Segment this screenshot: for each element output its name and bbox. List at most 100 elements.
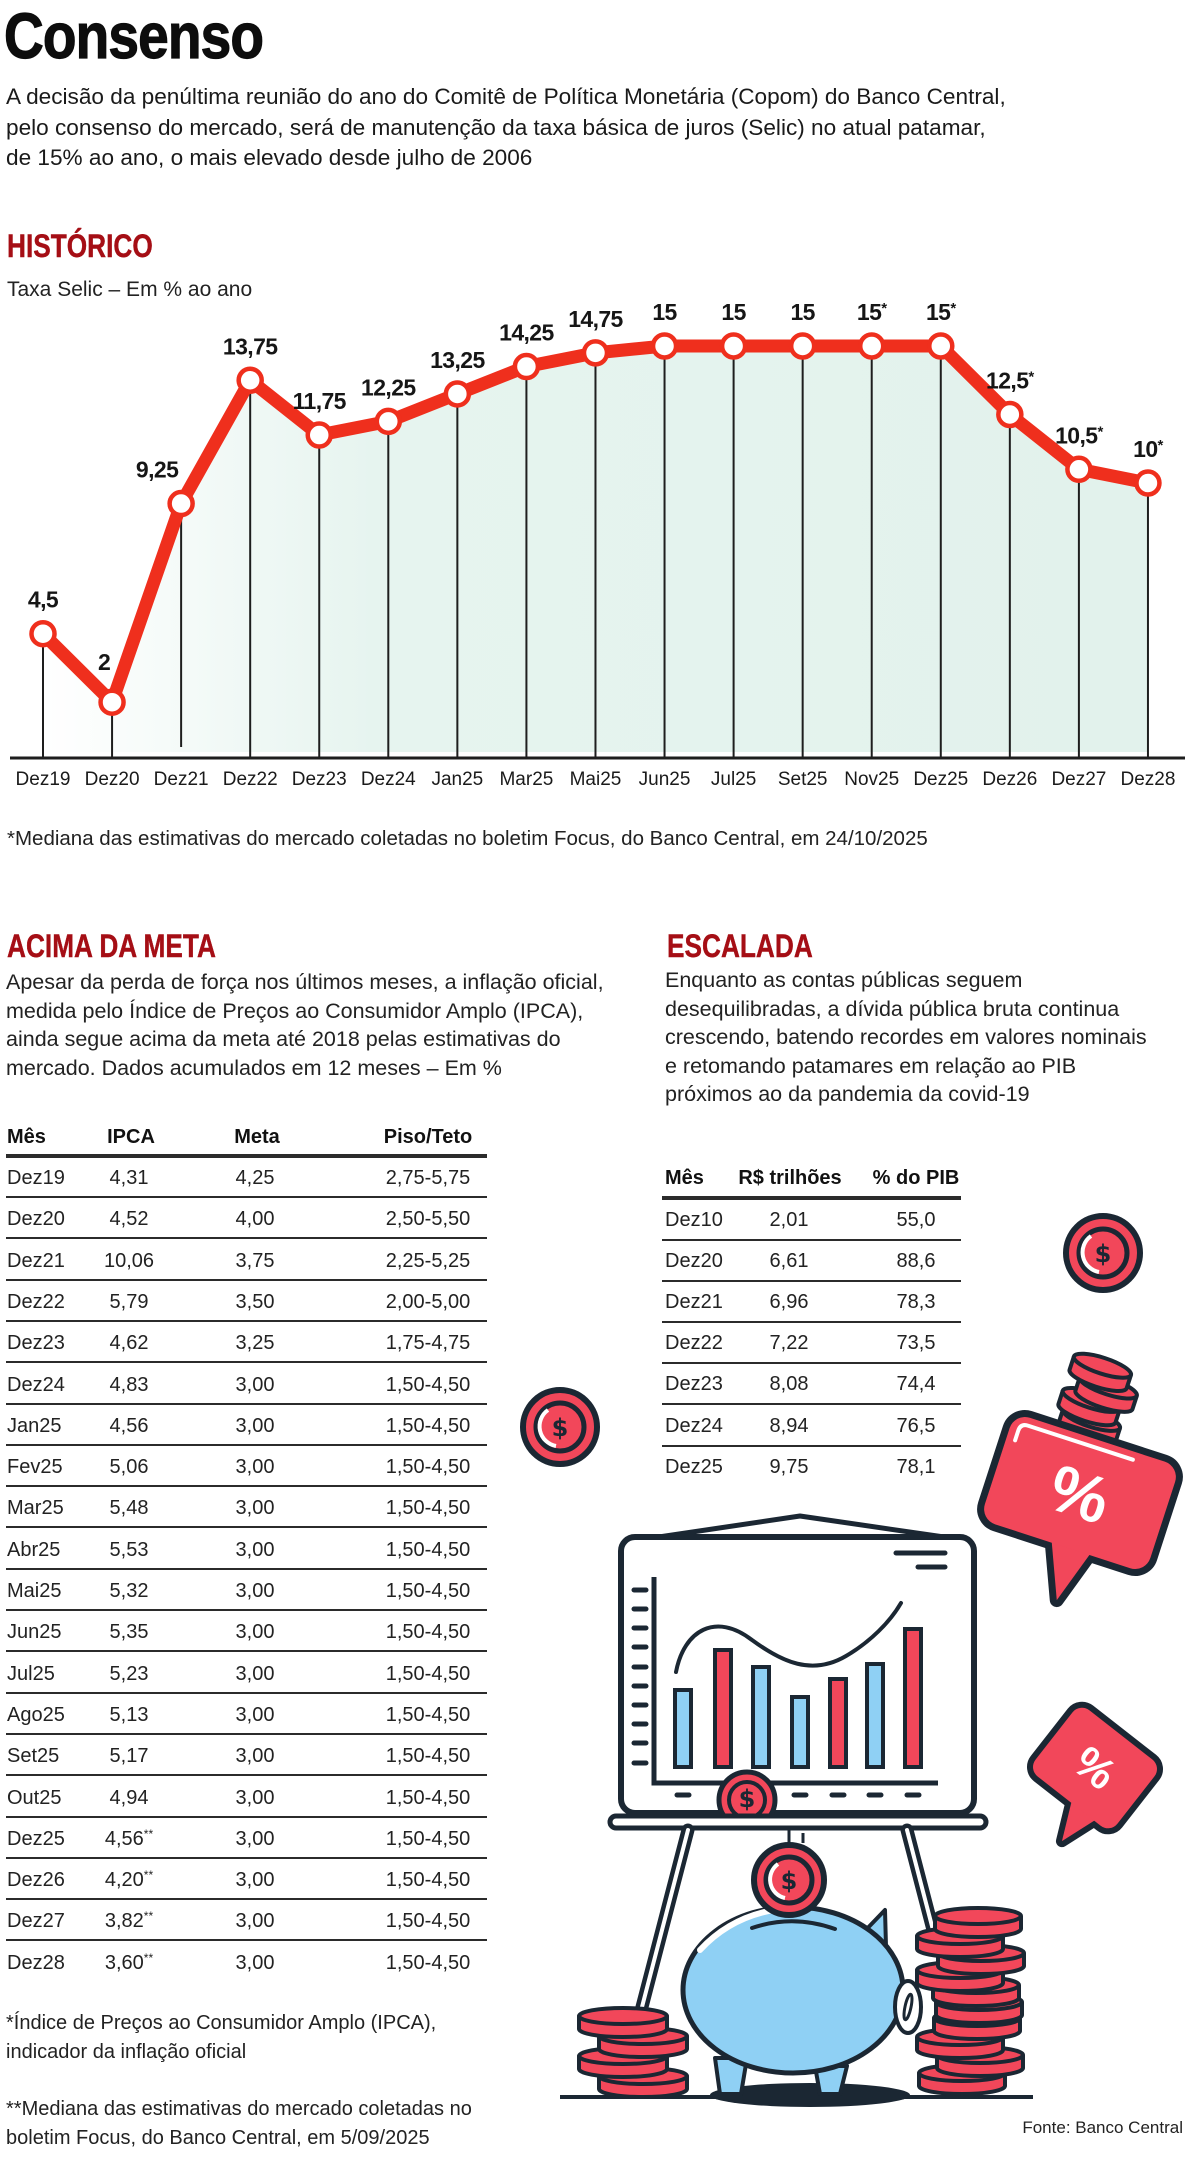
- cell-meta: 3,00: [235, 1827, 275, 1850]
- paragraph-line: e retomando patamares em relação ao PIB: [665, 1053, 1077, 1078]
- cell-meta: 3,00: [235, 1497, 275, 1520]
- footnote-line: *Índice de Preços ao Consumidor Amplo (I…: [6, 2012, 437, 2034]
- x-axis-label: Mar25: [499, 769, 553, 790]
- cell-piso-teto: 1,50-4,50: [385, 1703, 471, 1726]
- data-label-value: 11,75: [293, 388, 347, 414]
- coin-inner-ring: [1076, 1226, 1130, 1280]
- data-label: 15: [652, 299, 677, 325]
- column-header-pct-pib: % do PIB: [872, 1167, 960, 1189]
- section-heading-acima-da-meta: ACIMA DA META: [7, 928, 216, 964]
- cell-mes: Dez27: [7, 1910, 65, 1933]
- cell-mes: Dez24: [665, 1414, 723, 1437]
- cell-ipca: 5,23: [110, 1661, 149, 1687]
- ipca-value: 10,06: [103, 1249, 155, 1272]
- coin-stack-icon: [915, 1906, 1026, 2096]
- piggy-body: [680, 1904, 906, 2076]
- cell-piso-teto: 1,50-4,50: [385, 1621, 471, 1644]
- estimate-marker: *: [1028, 369, 1034, 386]
- data-point-marker: [305, 421, 333, 449]
- cell-ipca: 10,06: [104, 1248, 154, 1274]
- data-point-marker: [650, 332, 679, 360]
- cell-piso-teto: 2,50-5,50: [385, 1208, 471, 1231]
- column-header-piso-teto: Piso/Teto: [383, 1126, 473, 1148]
- coin-stack-icon: [1056, 1351, 1139, 1447]
- data-label-value: 14,75: [568, 306, 623, 332]
- board-bars: [673, 1627, 923, 1769]
- coin-highlight: [537, 1408, 557, 1448]
- percent-sign-icon: %: [1064, 1737, 1125, 1800]
- cell-piso-teto: 2,25-5,25: [385, 1249, 471, 1272]
- chart-board-icon: $: [607, 1513, 989, 2014]
- cell-ipca: 3,60**: [105, 1950, 153, 1976]
- estimate-marker: **: [143, 1909, 154, 1924]
- row-divider: [662, 1403, 961, 1406]
- estimate-marker: **: [143, 1950, 154, 1965]
- cell-mes: Abr25: [7, 1538, 61, 1561]
- data-label-value: 15: [652, 299, 677, 325]
- cell-meta: 3,00: [235, 1745, 275, 1768]
- cell-meta: 3,00: [235, 1538, 275, 1561]
- cell-ipca: 4,52: [110, 1206, 149, 1232]
- section-heading-historico: HISTÓRICO: [7, 228, 153, 264]
- section-heading-escalada: ESCALADA: [667, 928, 813, 964]
- data-label-value: 10,5: [1055, 422, 1098, 448]
- escalada-description: Enquanto as contas públicas seguem desequ…: [665, 966, 1147, 1109]
- cell-piso-teto: 1,50-4,50: [385, 1910, 471, 1933]
- lede-line: A decisão da penúltima reunião do ano do…: [6, 84, 1006, 109]
- footnote-line: **Mediana das estimativas do mercado col…: [6, 2098, 472, 2120]
- cell-ipca: 5,17: [110, 1743, 149, 1769]
- cell-ipca: 4,56: [110, 1413, 149, 1439]
- ipca-value: 4,56: [109, 1414, 149, 1437]
- cell-piso-teto: 1,50-4,50: [385, 1662, 471, 1685]
- cell-rs-trilhoes: 7,22: [769, 1332, 809, 1355]
- data-point-marker: [581, 339, 610, 367]
- cell-rs-trilhoes: 2,01: [769, 1209, 809, 1231]
- row-divider: [6, 1691, 487, 1694]
- cell-mes: Set25: [7, 1745, 60, 1768]
- data-label-value: 2: [98, 649, 110, 675]
- column-header-ipca: IPCA: [107, 1126, 155, 1148]
- data-label-value: 13,75: [223, 333, 278, 359]
- x-axis-label: Mai25: [570, 769, 622, 790]
- column-header-rs-trilhoes: R$ trilhões: [738, 1167, 842, 1189]
- footnote-line: indicador da inflação oficial: [6, 2041, 247, 2063]
- cell-ipca: 4,31: [110, 1165, 149, 1191]
- data-label: 12,5*: [986, 368, 1034, 394]
- cell-ipca: 5,53: [110, 1537, 149, 1563]
- cell-meta: 3,00: [235, 1456, 275, 1479]
- cell-piso-teto: 1,50-4,50: [385, 1827, 471, 1850]
- ipca-value: 4,62: [109, 1332, 149, 1355]
- cell-ipca: 5,13: [110, 1702, 149, 1728]
- footnote: *Índice de Preços ao Consumidor Amplo (I…: [6, 2009, 472, 2067]
- cell-rs-trilhoes: 8,08: [769, 1373, 809, 1396]
- cell-pct-pib: 55,0: [896, 1209, 936, 1231]
- cell-meta: 3,00: [235, 1951, 275, 1974]
- cell-ipca: 5,79: [110, 1289, 149, 1315]
- cell-meta: 3,00: [235, 1786, 275, 1809]
- paragraph-line: ainda segue acima da meta até 2018 pelas…: [6, 1027, 561, 1051]
- lede-line: pelo consenso do mercado, será de manute…: [6, 114, 986, 140]
- piggy-bank-icon: [680, 1904, 923, 2107]
- data-point-marker: [236, 366, 264, 394]
- cell-ipca: 4,62: [110, 1330, 149, 1356]
- row-divider: [6, 1650, 487, 1653]
- coin-motion-lines: [787, 1828, 805, 1845]
- data-point-marker: [927, 332, 955, 360]
- cell-mes: Jun25: [7, 1621, 62, 1644]
- cell-mes: Dez20: [7, 1208, 65, 1231]
- x-axis-label: Set25: [778, 769, 828, 790]
- cell-ipca: 4,56**: [105, 1826, 153, 1852]
- footnote-line: boletim Focus, do Banco Central, em 5/09…: [6, 2127, 430, 2149]
- cell-ipca: 5,35: [110, 1619, 149, 1645]
- cell-rs-trilhoes: 6,61: [769, 1250, 809, 1273]
- coin: [1056, 1404, 1123, 1447]
- cell-mes: Ago25: [7, 1703, 65, 1726]
- footnote: **Mediana das estimativas do mercado col…: [6, 2095, 472, 2153]
- cell-mes: Mai25: [7, 1580, 62, 1602]
- cell-mes: Dez28: [7, 1951, 65, 1974]
- coin: [1067, 1351, 1134, 1393]
- percent-sign-icon: %: [1040, 1450, 1119, 1539]
- cell-meta: 3,00: [235, 1621, 275, 1644]
- row-divider: [662, 1362, 961, 1365]
